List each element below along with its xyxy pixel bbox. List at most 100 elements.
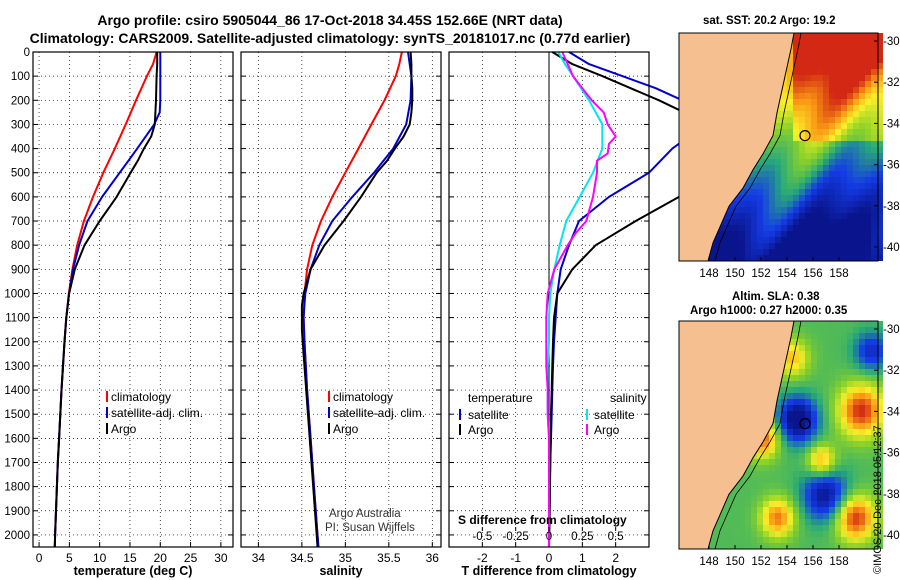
map-cell: [877, 135, 883, 141]
map-cell: [769, 531, 775, 537]
map-cell: [769, 459, 775, 465]
map-cell: [865, 183, 871, 189]
map-cell: [817, 159, 823, 165]
map-cell: [805, 201, 811, 207]
map-cell: [781, 381, 787, 387]
map-cell: [769, 489, 775, 495]
map-cell: [835, 177, 841, 183]
map-cell: [811, 111, 817, 117]
map-cell: [793, 351, 799, 357]
map-cell: [829, 417, 835, 423]
map-cell: [787, 345, 793, 351]
map-cell: [817, 87, 823, 93]
map-cell: [805, 483, 811, 489]
map-cell: [835, 63, 841, 69]
map-cell: [847, 351, 853, 357]
map-cell: [865, 519, 871, 525]
map-cell: [835, 51, 841, 57]
map-cell: [781, 87, 787, 93]
map-cell: [799, 237, 805, 243]
map-cell: [751, 459, 757, 465]
map-cell: [835, 33, 841, 39]
map-cell: [823, 345, 829, 351]
map-cell: [835, 429, 841, 435]
map-cell: [805, 363, 811, 369]
map-cell: [733, 213, 739, 219]
map-cell: [823, 51, 829, 57]
map-cell: [757, 513, 763, 519]
map-cell: [853, 441, 859, 447]
map-cell: [865, 51, 871, 57]
map-cell: [859, 453, 865, 459]
legend-label: Argo: [594, 423, 620, 437]
map-cell: [793, 333, 799, 339]
map-cell: [793, 123, 799, 129]
map-cell: [871, 105, 877, 111]
map-cell: [853, 189, 859, 195]
map-cell: [811, 195, 817, 201]
map-cell: [805, 165, 811, 171]
map-cell: [817, 93, 823, 99]
map-cell: [859, 225, 865, 231]
map-cell: [763, 207, 769, 213]
map-cell: [841, 123, 847, 129]
map-cell: [841, 219, 847, 225]
map-cell: [865, 225, 871, 231]
map-cell: [757, 165, 763, 171]
map-cell: [865, 177, 871, 183]
map-cell: [859, 201, 865, 207]
map-cell: [793, 357, 799, 363]
map-cell: [871, 417, 877, 423]
map-cell: [835, 357, 841, 363]
map-cell: [859, 357, 865, 363]
map-cell: [865, 141, 871, 147]
map-cell: [841, 513, 847, 519]
map-cell: [775, 177, 781, 183]
map-cell: [799, 87, 805, 93]
map-cell: [865, 201, 871, 207]
map-cell: [817, 111, 823, 117]
map-cell: [877, 63, 883, 69]
map-cell: [877, 525, 883, 531]
map-cell: [805, 429, 811, 435]
map-cell: [781, 177, 787, 183]
map-cell: [853, 51, 859, 57]
map-cell: [721, 219, 727, 225]
map-cell: [811, 333, 817, 339]
map-cell: [865, 195, 871, 201]
map-cell: [751, 519, 757, 525]
map-cell: [769, 171, 775, 177]
map-cell: [823, 423, 829, 429]
map-cell: [757, 495, 763, 501]
map-cell: [799, 459, 805, 465]
map-cell: [775, 405, 781, 411]
map-cell: [859, 93, 865, 99]
map-cell: [721, 249, 727, 255]
map-cell: [739, 189, 745, 195]
map-cell: [787, 519, 793, 525]
map-cell: [859, 165, 865, 171]
map-cell: [871, 75, 877, 81]
map-cell: [841, 393, 847, 399]
map-cell: [769, 441, 775, 447]
y-tick-label: 900: [11, 264, 30, 276]
map-cell: [793, 45, 799, 51]
map-cell: [727, 531, 733, 537]
map-cell: [823, 459, 829, 465]
map-cell: [763, 513, 769, 519]
map-cell: [877, 117, 883, 123]
map-cell: [823, 507, 829, 513]
map-cell: [847, 471, 853, 477]
x-tick-label: 2: [612, 551, 619, 565]
map-cell: [805, 231, 811, 237]
map-cell: [829, 333, 835, 339]
map-cell: [877, 423, 883, 429]
map-cell: [793, 195, 799, 201]
y-tick-label: 100: [11, 71, 30, 83]
map-cell: [793, 33, 799, 39]
map-cell: [829, 387, 835, 393]
x-tick-label: 20: [154, 551, 168, 565]
map-cell: [805, 375, 811, 381]
map-cell: [877, 483, 883, 489]
map-cell: [751, 495, 757, 501]
